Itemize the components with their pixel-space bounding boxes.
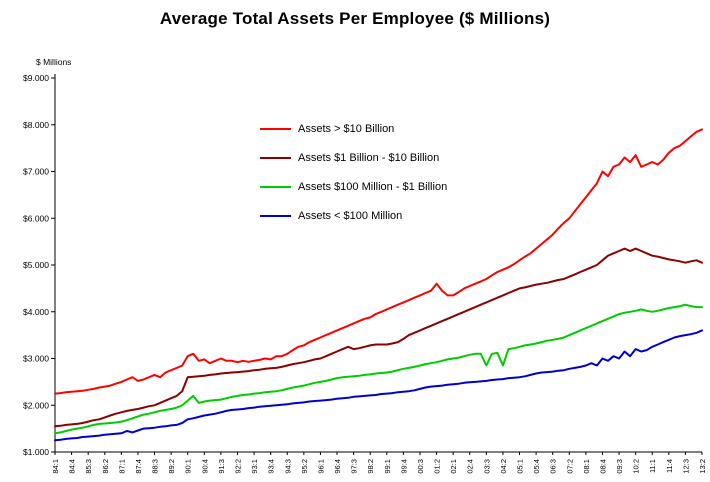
svg-text:01:2: 01:2 bbox=[433, 459, 442, 474]
svg-text:$4.000: $4.000 bbox=[23, 307, 49, 317]
svg-text:89:2: 89:2 bbox=[167, 459, 176, 474]
svg-text:84:1: 84:1 bbox=[51, 459, 60, 474]
svg-text:02:1: 02:1 bbox=[449, 459, 458, 474]
svg-text:93:1: 93:1 bbox=[250, 459, 259, 474]
legend-item: Assets < $100 Million bbox=[260, 201, 447, 230]
svg-text:10:2: 10:2 bbox=[632, 459, 641, 474]
svg-text:96:1: 96:1 bbox=[316, 459, 325, 474]
svg-text:87:4: 87:4 bbox=[134, 459, 143, 474]
svg-text:99:1: 99:1 bbox=[383, 459, 392, 474]
chart-title: Average Total Assets Per Employee ($ Mil… bbox=[159, 9, 551, 28]
svg-text:$1.000: $1.000 bbox=[23, 447, 49, 457]
svg-text:11:4: 11:4 bbox=[665, 459, 674, 473]
svg-text:97:3: 97:3 bbox=[350, 459, 359, 474]
legend-item: Assets $1 Billion - $10 Billion bbox=[260, 143, 447, 172]
svg-text:90:4: 90:4 bbox=[200, 459, 209, 474]
svg-text:07:2: 07:2 bbox=[565, 459, 574, 474]
svg-text:93:4: 93:4 bbox=[267, 459, 276, 474]
svg-text:98:2: 98:2 bbox=[366, 459, 375, 474]
svg-text:13:2: 13:2 bbox=[698, 459, 707, 474]
svg-text:04:2: 04:2 bbox=[499, 459, 508, 474]
legend-item-label: Assets $1 Billion - $10 Billion bbox=[298, 151, 440, 164]
svg-text:88:3: 88:3 bbox=[151, 459, 160, 474]
svg-text:02:4: 02:4 bbox=[466, 459, 475, 474]
svg-text:92:2: 92:2 bbox=[233, 459, 242, 474]
svg-text:05:4: 05:4 bbox=[532, 459, 541, 474]
svg-text:94:3: 94:3 bbox=[283, 459, 292, 474]
svg-text:$6.000: $6.000 bbox=[23, 213, 49, 223]
legend-item: Assets $100 Million - $1 Billion bbox=[260, 172, 447, 201]
legend: Assets > $10 Billion Assets $1 Billion -… bbox=[260, 114, 447, 230]
legend-swatch-line bbox=[260, 214, 291, 217]
svg-text:05:1: 05:1 bbox=[516, 459, 525, 474]
y-axis-unit-label: $ Millions bbox=[36, 57, 72, 67]
svg-text:$8.000: $8.000 bbox=[23, 120, 49, 130]
svg-text:85:3: 85:3 bbox=[84, 459, 93, 474]
svg-text:$3.000: $3.000 bbox=[23, 354, 49, 364]
svg-text:$2.000: $2.000 bbox=[23, 400, 49, 410]
svg-text:87:1: 87:1 bbox=[117, 459, 126, 474]
legend-swatch-line bbox=[260, 156, 291, 159]
svg-text:$5.000: $5.000 bbox=[23, 260, 49, 270]
svg-text:99:4: 99:4 bbox=[399, 459, 408, 474]
svg-text:00:3: 00:3 bbox=[416, 459, 425, 474]
svg-text:$7.000: $7.000 bbox=[23, 167, 49, 177]
svg-text:09:3: 09:3 bbox=[615, 459, 624, 474]
legend-item-label: Assets $100 Million - $1 Billion bbox=[298, 180, 448, 193]
svg-text:84:4: 84:4 bbox=[68, 459, 77, 474]
legend-item-label: Assets > $10 Billion bbox=[298, 122, 395, 135]
svg-text:08:4: 08:4 bbox=[598, 459, 607, 474]
legend-item: Assets > $10 Billion bbox=[260, 114, 447, 143]
svg-text:12:3: 12:3 bbox=[681, 459, 690, 474]
legend-swatch-line bbox=[260, 185, 291, 188]
svg-text:03:3: 03:3 bbox=[482, 459, 491, 474]
svg-text:96:4: 96:4 bbox=[333, 459, 342, 474]
svg-text:86:2: 86:2 bbox=[101, 459, 110, 474]
svg-text:11:1: 11:1 bbox=[648, 459, 657, 473]
svg-text:91:3: 91:3 bbox=[217, 459, 226, 474]
legend-item-label: Assets < $100 Million bbox=[298, 209, 403, 222]
svg-text:90:1: 90:1 bbox=[184, 459, 193, 474]
legend-swatch-line bbox=[260, 127, 291, 130]
svg-text:06:3: 06:3 bbox=[549, 459, 558, 474]
svg-text:$9.000: $9.000 bbox=[23, 73, 49, 83]
svg-text:95:2: 95:2 bbox=[300, 459, 309, 474]
svg-text:08:1: 08:1 bbox=[582, 459, 591, 474]
